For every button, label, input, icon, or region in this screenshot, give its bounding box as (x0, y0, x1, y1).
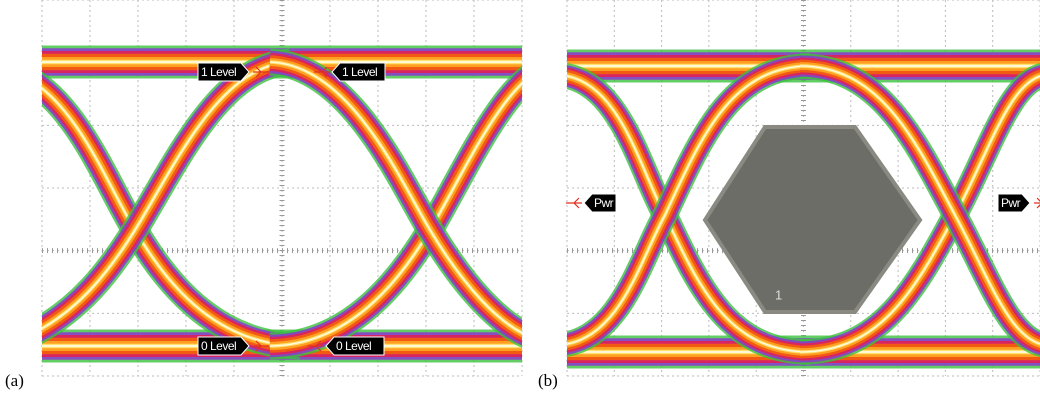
eye-mask (705, 127, 920, 312)
marker-label: 1 Level (201, 65, 236, 79)
figure: 1 (a) (b) 1 Level 1 Level 0 Level 0 Level Pw… (0, 0, 1040, 394)
marker-arrow (566, 198, 582, 208)
marker-arrow (1034, 198, 1040, 208)
marker-label: 1 Level (342, 65, 377, 79)
marker-label: 0 Level (336, 339, 371, 353)
panel-label: (b) (538, 371, 558, 390)
panel-label: (a) (5, 371, 24, 390)
marker-label: 0 Level (201, 339, 236, 353)
eye-diagram-a (30, 62, 540, 346)
marker-label: Pwr (1001, 196, 1021, 210)
marker-label: Pwr (594, 196, 614, 210)
mask-label: 1 (775, 287, 782, 302)
